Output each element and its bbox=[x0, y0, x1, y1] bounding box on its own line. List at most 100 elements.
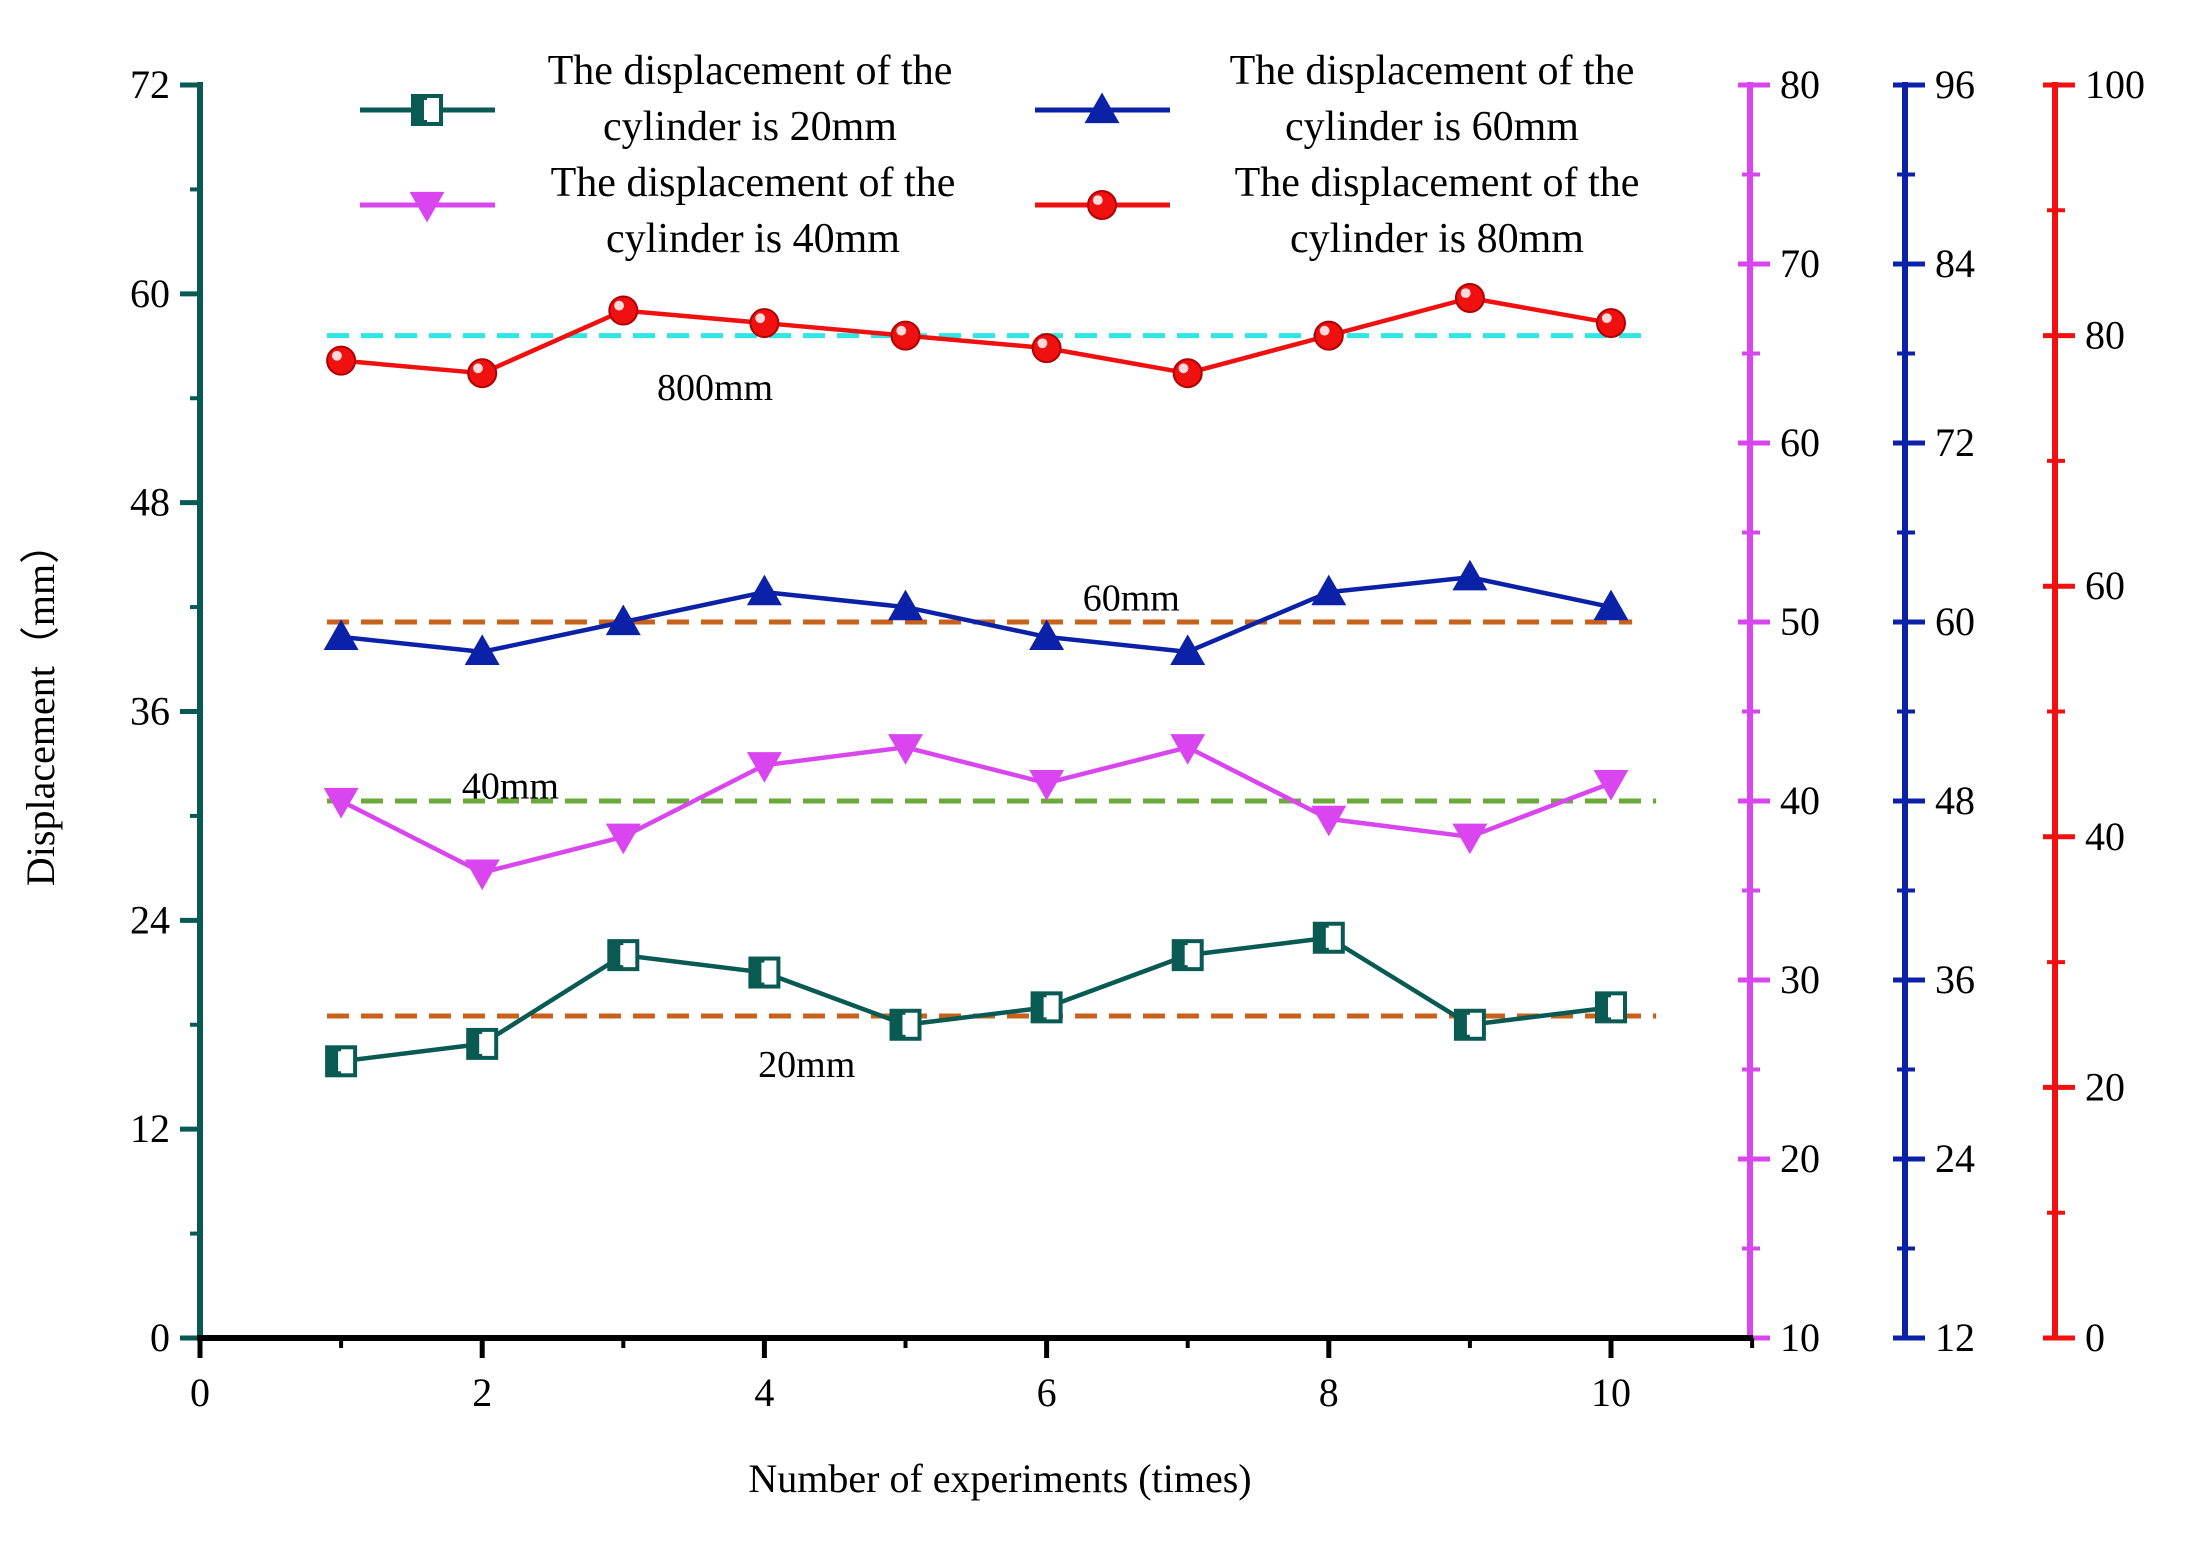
marker-fill bbox=[1597, 993, 1611, 1022]
data-point-s4-6 bbox=[1031, 333, 1062, 364]
axis4-tick-label: 60 bbox=[2085, 563, 2125, 608]
reference-label-20mm: 20mm bbox=[758, 1044, 855, 1086]
x-tick-label: 2 bbox=[472, 1370, 492, 1415]
axis4-tick-label: 0 bbox=[2085, 1315, 2105, 1360]
legend-label-line2: cylinder is 60mm bbox=[1285, 104, 1579, 150]
axis3-tick-label: 24 bbox=[1935, 1136, 1975, 1181]
y-axis-label: Displacement（mm） bbox=[18, 524, 63, 886]
marker-body bbox=[1031, 333, 1062, 364]
series-line-3 bbox=[340, 575, 1612, 655]
data-point-s1-3 bbox=[607, 939, 640, 972]
legend-label-line2: cylinder is 20mm bbox=[603, 104, 897, 150]
data-point-s4-8 bbox=[1313, 320, 1344, 351]
legend-entry-2: The displacement of the cylinder is 40mm bbox=[360, 160, 955, 262]
axis4-tick-label: 80 bbox=[2085, 313, 2125, 358]
marker-fill bbox=[468, 1029, 483, 1058]
marker-body bbox=[890, 320, 921, 351]
marker-center bbox=[1325, 927, 1332, 948]
axis2-tick-label: 60 bbox=[1780, 420, 1820, 465]
axis2-tick-label: 40 bbox=[1780, 778, 1820, 823]
x-tick-label: 6 bbox=[1037, 1370, 1057, 1415]
data-point-s4-10 bbox=[1596, 308, 1626, 339]
marker-fill bbox=[750, 958, 765, 987]
marker-center bbox=[620, 945, 627, 966]
axis3-tick-label: 72 bbox=[1935, 420, 1975, 465]
marker-fill bbox=[1314, 923, 1329, 952]
x-tick-label: 0 bbox=[190, 1370, 210, 1415]
reference-label-800mm: 800mm bbox=[657, 367, 773, 409]
marker-fill bbox=[1455, 1010, 1470, 1039]
marker-center bbox=[1043, 997, 1050, 1018]
legend-swatch-marker bbox=[1084, 92, 1120, 124]
x-axis-label: Number of experiments (times) bbox=[748, 1456, 1251, 1501]
data-point-s3-2 bbox=[464, 634, 500, 665]
marker-body bbox=[1313, 320, 1344, 351]
series-line-2 bbox=[340, 745, 1612, 875]
left-tick-label: 0 bbox=[150, 1315, 170, 1360]
data-point-s4-4 bbox=[749, 308, 780, 339]
left-tick-label: 12 bbox=[130, 1106, 170, 1151]
data-point-s3-10 bbox=[1593, 589, 1629, 621]
marker-center bbox=[479, 1033, 486, 1054]
series-lines bbox=[323, 283, 1629, 1078]
data-point-s2-1 bbox=[323, 787, 359, 819]
data-point-s3-4 bbox=[746, 574, 782, 606]
axis3-tick-label: 12 bbox=[1935, 1315, 1975, 1360]
marker-center bbox=[1608, 997, 1614, 1018]
marker-fill bbox=[609, 941, 624, 970]
data-point-s3-6 bbox=[1029, 619, 1065, 651]
marker-fill bbox=[1032, 993, 1047, 1022]
marker-body bbox=[1087, 190, 1117, 220]
axis2-tick-label: 50 bbox=[1780, 599, 1820, 644]
data-point-s2-9 bbox=[1452, 823, 1488, 855]
axis4-tick-label: 20 bbox=[2085, 1064, 2125, 1109]
data-point-s4-5 bbox=[890, 320, 921, 351]
data-point-s3-8 bbox=[1311, 574, 1347, 606]
legend-label-line2: cylinder is 80mm bbox=[1290, 216, 1584, 262]
left-tick-label: 72 bbox=[130, 62, 170, 107]
series-line-4 bbox=[340, 295, 1612, 376]
data-point-s1-2 bbox=[466, 1027, 499, 1060]
axis2-tick-label: 20 bbox=[1780, 1136, 1820, 1181]
left-tick-label: 24 bbox=[130, 897, 170, 942]
marker-center bbox=[1466, 1014, 1473, 1035]
legend-label-line1: The displacement of the bbox=[548, 48, 953, 94]
marker-shine bbox=[614, 300, 624, 311]
data-point-s2-10 bbox=[1593, 769, 1629, 801]
marker-body bbox=[1172, 358, 1203, 389]
left-tick-label: 36 bbox=[130, 689, 170, 734]
data-point-s3-3 bbox=[605, 604, 641, 636]
axis4-tick-label: 40 bbox=[2085, 814, 2125, 859]
legend-label-line2: cylinder is 40mm bbox=[606, 216, 900, 262]
marker-shine bbox=[1601, 313, 1612, 324]
data-point-s1-9 bbox=[1453, 1008, 1486, 1041]
legend-label-line1: The displacement of the bbox=[551, 160, 956, 206]
marker-center bbox=[761, 962, 768, 983]
marker-shine bbox=[1460, 288, 1471, 299]
data-point-s2-8 bbox=[1311, 805, 1347, 837]
axes: 0122436486072102030405060708012243648607… bbox=[130, 62, 2145, 1415]
reference-label-60mm: 60mm bbox=[1083, 577, 1180, 619]
marker-body bbox=[1454, 283, 1485, 314]
marker-shine bbox=[1092, 195, 1103, 206]
data-point-s1-10 bbox=[1595, 991, 1627, 1024]
series-line-1 bbox=[340, 935, 1612, 1064]
data-point-s4-7 bbox=[1172, 358, 1203, 389]
legend-entry-4: The displacement of the cylinder is 80mm bbox=[1035, 160, 1639, 262]
data-point-s2-6 bbox=[1029, 769, 1065, 801]
data-point-s3-9 bbox=[1452, 559, 1488, 591]
legend-entry-3: The displacement of the cylinder is 60mm bbox=[1035, 48, 1634, 150]
data-point-s4-1 bbox=[326, 345, 357, 376]
marker-fill bbox=[1173, 941, 1188, 970]
left-tick-label: 60 bbox=[130, 271, 170, 316]
marker-body bbox=[608, 295, 639, 326]
data-point-s2-7 bbox=[1170, 734, 1206, 765]
data-point-s2-2 bbox=[464, 859, 500, 891]
data-point-s1-6 bbox=[1030, 991, 1063, 1024]
axis3-tick-label: 36 bbox=[1935, 957, 1975, 1002]
marker-shine bbox=[896, 325, 907, 336]
data-point-s1-4 bbox=[748, 956, 781, 989]
data-point-s3-7 bbox=[1170, 634, 1206, 665]
axis3-tick-label: 60 bbox=[1935, 599, 1975, 644]
marker-center bbox=[902, 1014, 909, 1035]
